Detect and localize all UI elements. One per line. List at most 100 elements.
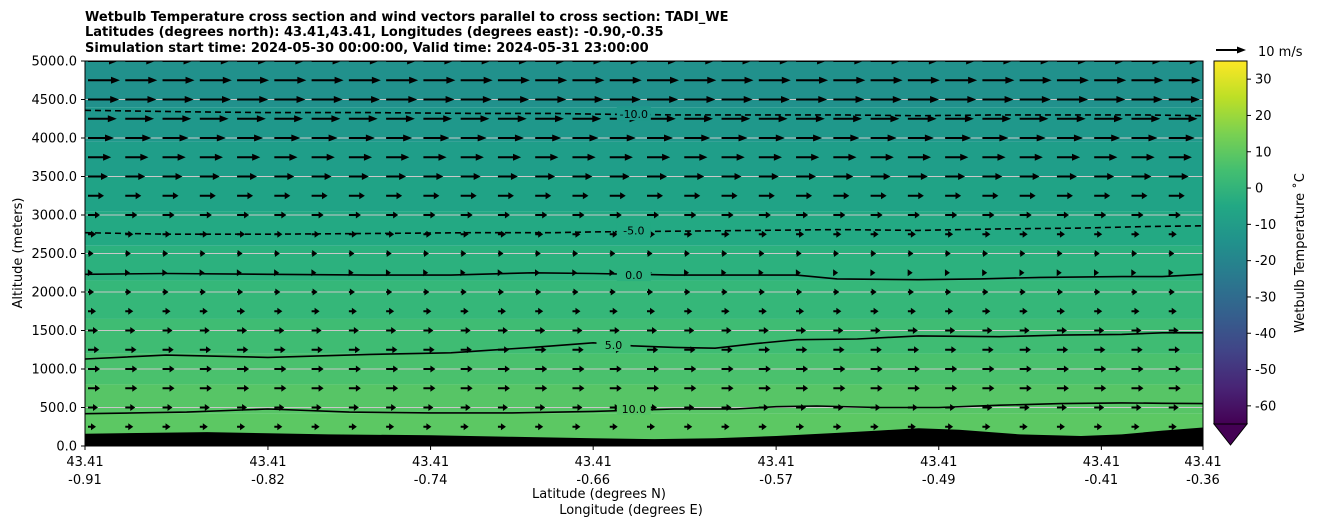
wind-vector-8-6 [311,288,318,296]
wind-vector-5-11 [497,346,510,354]
wind-vector-15-25 [1019,153,1043,161]
y-axis-label: Altitude (meters) [11,198,26,309]
wind-vector-20-14 [609,61,640,65]
wind-vector-3-14 [609,384,622,392]
wind-vector-6-28 [1131,327,1142,334]
contour-label-bg-4 [616,106,651,121]
wind-vector-15-27 [1094,153,1118,161]
wind-vector-7-7 [348,307,357,315]
wind-vector-10-7 [348,250,355,257]
wind-vector-10-0 [88,250,94,257]
wind-vector-2-7 [348,404,359,411]
wind-vector-15-28 [1131,153,1155,161]
wind-vector-5-13 [572,346,584,354]
wind-vector-16-20 [833,134,860,142]
wind-vector-4-23 [945,365,958,373]
wind-vector-9-6 [311,269,317,277]
wind-vector-3-17 [721,384,734,392]
contour-line-2 [85,271,1203,281]
x-tick-lon-7: -0.36 [1186,473,1220,488]
wind-vector-9-20 [833,269,839,277]
wind-vector-15-9 [423,153,447,161]
wind-vector-10-14 [609,250,616,257]
wind-vector-3-12 [535,384,548,392]
wind-vector-6-21 [870,327,881,334]
wind-vector-6-19 [796,327,807,334]
wind-vector-7-12 [535,307,544,315]
wind-vector-19-11 [497,76,530,84]
wind-vector-1-6 [311,423,320,431]
wind-vector-15-11 [497,153,522,161]
wind-vector-12-22 [907,211,920,219]
contour-label-1: 5.0 [605,339,623,352]
wind-vector-5-5 [274,346,286,354]
wind-vector-1-12 [535,423,544,431]
wind-vector-9-23 [944,269,950,277]
contour-label-3: -5.0 [623,224,644,237]
contour-label-0: 10.0 [622,403,647,416]
wind-vector-13-25 [1019,192,1036,200]
wind-vector-2-18 [758,404,769,411]
wind-vector-15-17 [721,153,745,161]
wind-vector-12-7 [348,211,361,219]
wind-vector-10-15 [647,250,653,257]
wind-vector-1-17 [721,423,730,431]
wind-vector-15-12 [535,153,559,161]
wind-vector-4-3 [199,365,212,373]
wind-vector-8-17 [721,288,728,296]
wind-vector-2-23 [945,404,956,411]
wind-vector-3-18 [758,384,771,392]
wind-vector-13-18 [758,192,775,200]
wind-vector-3-8 [386,384,399,392]
wind-vector-12-14 [609,211,622,219]
wind-vector-18-12 [535,96,567,103]
wind-vector-1-28 [1131,423,1140,431]
wind-vector-6-13 [572,327,583,334]
wind-vector-11-29 [1168,230,1177,238]
title-line-3: Simulation start time: 2024-05-30 00:00:… [85,41,649,56]
wind-vector-3-22 [907,384,920,392]
wind-vector-2-29 [1168,404,1179,411]
wind-vector-17-29 [1168,115,1198,123]
wind-vector-2-2 [162,404,173,411]
colorbar-tick-label-5: -10 [1255,218,1276,233]
wind-vector-2-25 [1019,404,1030,411]
wind-vector-2-13 [572,404,583,411]
wind-vector-16-17 [721,134,748,142]
wind-vector-6-3 [199,327,210,334]
wind-vector-12-11 [497,211,510,219]
wind-vector-2-1 [125,404,136,411]
wind-vector-1-24 [982,423,991,431]
wind-vector-15-0 [88,153,112,161]
wind-vector-12-17 [721,211,734,219]
wind-vector-16-1 [125,134,152,142]
wind-vector-4-8 [386,365,399,373]
wind-vector-2-11 [497,404,508,411]
contour-label-4: -10.0 [620,108,648,121]
wind-vector-3-10 [460,384,473,392]
wind-vector-1-25 [1019,423,1028,431]
wind-vector-19-8 [386,76,419,84]
wind-vector-8-28 [1131,288,1138,296]
wind-vector-1-10 [460,423,469,431]
wind-vector-17-18 [758,115,788,123]
wind-vector-6-5 [274,327,285,334]
colorbar-ticks: -60 -50 -40 -30 -20 -10 0 10 20 30 [1247,73,1276,414]
wind-vector-3-24 [982,384,995,392]
wind-vector-3-9 [423,384,436,392]
wind-vector-11-21 [870,230,879,238]
x-tick-lat-7: 43.41 [1184,455,1221,470]
colorbar-tick-label-8: 20 [1255,109,1272,124]
wind-vector-12-8 [386,211,399,219]
wind-vector-4-11 [497,365,510,373]
wind-vector-14-28 [1131,173,1152,180]
wind-vector-10-20 [833,250,839,257]
wind-vector-8-5 [274,288,281,296]
wind-vector-20-15 [647,61,677,65]
wind-vector-11-13 [572,230,581,238]
wind-vector-9-13 [572,269,578,277]
wind-vector-20-0 [88,61,118,65]
wind-vector-13-29 [1168,192,1185,200]
wind-vector-1-23 [945,423,954,431]
wind-vector-1-16 [684,423,693,431]
